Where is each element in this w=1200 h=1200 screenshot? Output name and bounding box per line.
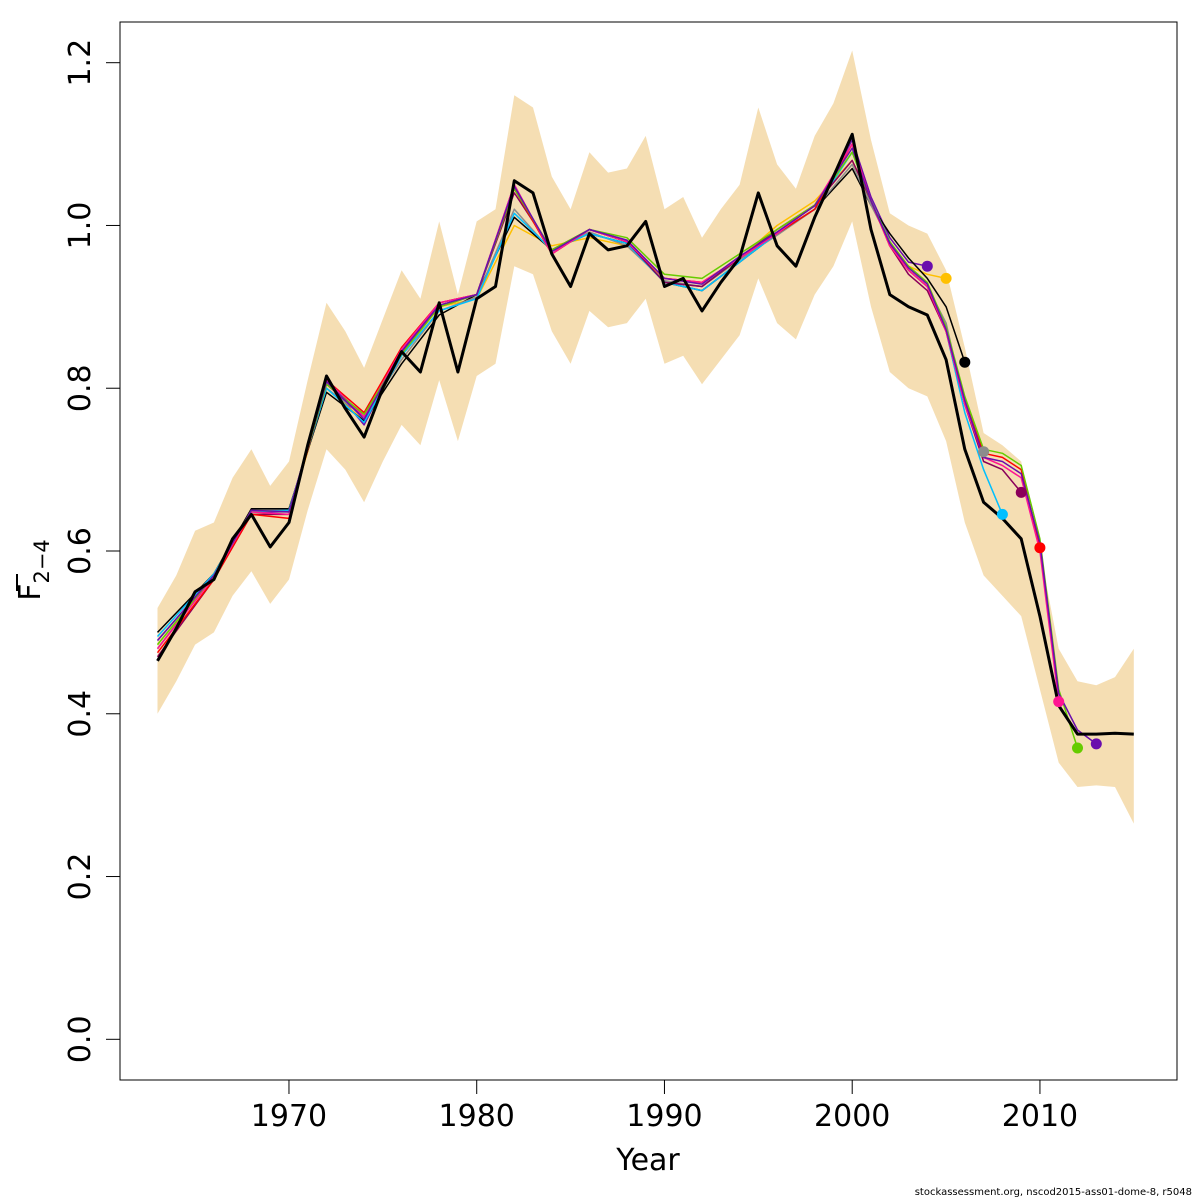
- series-end-marker-5: [978, 446, 990, 458]
- x-axis-title: Year: [615, 1143, 680, 1178]
- confidence-band: [157, 50, 1134, 824]
- series-end-marker-7: [1015, 486, 1027, 498]
- series-end-marker-9: [1053, 696, 1065, 708]
- footer-credit: stockassessment.org, nscod2015-ass01-dom…: [914, 1187, 1192, 1198]
- y-tick-label-5: 1.0: [63, 202, 98, 250]
- series-end-marker-4: [959, 356, 971, 368]
- x-tick-label-1970: 1970: [251, 1099, 327, 1134]
- y-axis-title: F2−4: [13, 539, 54, 601]
- series-end-marker-8: [1034, 542, 1046, 554]
- series-end-marker-10: [1072, 742, 1083, 754]
- x-tick-label-1980: 1980: [439, 1099, 515, 1134]
- series-line-1: [156, 132, 1134, 736]
- x-tick-label-2000: 2000: [814, 1099, 890, 1134]
- x-tick-label-2010: 2010: [1002, 1099, 1078, 1134]
- y-tick-label-2: 0.4: [63, 690, 98, 738]
- series-end-marker-11: [1090, 738, 1102, 750]
- y-axis-title-main: F: [13, 584, 48, 601]
- series-end-marker-6: [996, 508, 1008, 520]
- y-axis-title-sub: 2−4: [30, 539, 54, 583]
- series-line-11: [156, 147, 1097, 745]
- y-tick-label-1: 0.2: [63, 853, 98, 901]
- y-tick-label-4: 0.8: [63, 364, 98, 412]
- confidence-band-layer: [157, 50, 1134, 824]
- y-axis: 0.0 0.2 0.4 0.6 0.8 1.0 1.2: [63, 39, 120, 1063]
- series-end-markers-layer: [921, 260, 1102, 754]
- series-end-marker-3: [940, 272, 952, 284]
- series-end-marker-2: [921, 260, 933, 272]
- x-tick-label-1990: 1990: [626, 1099, 702, 1134]
- svg-text:F2−4: F2−4: [13, 539, 54, 601]
- series-lines-layer: [156, 132, 1134, 749]
- y-tick-label-3: 0.6: [63, 527, 98, 575]
- x-axis: 1970 1980 1990 2000 2010: [251, 1080, 1078, 1134]
- y-tick-label-0: 0.0: [63, 1015, 98, 1063]
- y-tick-label-6: 1.2: [63, 39, 98, 87]
